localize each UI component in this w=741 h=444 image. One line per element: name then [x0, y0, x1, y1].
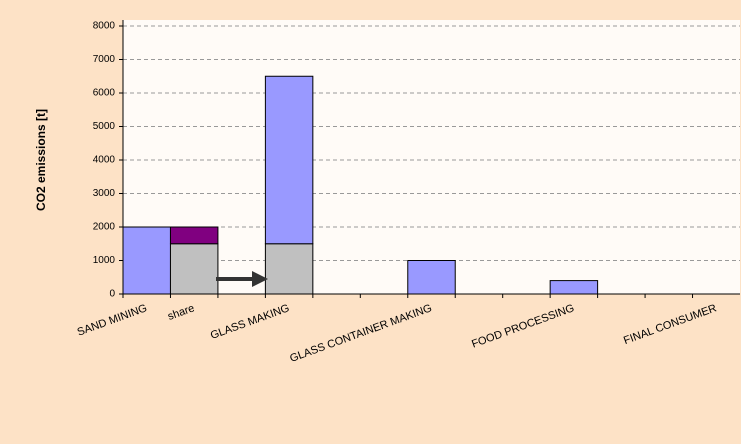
- bar: [122, 226, 171, 295]
- y-tick-label: 6000: [93, 88, 116, 99]
- y-tick-label: 0: [109, 289, 115, 300]
- bar: [407, 260, 456, 295]
- y-tick-label: 7000: [93, 54, 116, 65]
- bar: [169, 243, 219, 295]
- x-tick-label: GLASS MAKING: [209, 302, 291, 342]
- bar: [549, 280, 599, 295]
- x-tick-label: share: [166, 302, 196, 323]
- bar: [264, 243, 314, 295]
- y-tick-label: 3000: [93, 188, 116, 199]
- y-tick-label: 1000: [93, 255, 116, 266]
- x-tick-label: FOOD PROCESSING: [470, 302, 576, 350]
- y-tick-label: 5000: [93, 121, 116, 132]
- x-tick-label: GLASS CONTAINER MAKING: [288, 302, 433, 365]
- x-tick-label: SAND MINING: [76, 302, 149, 338]
- y-tick-label: 4000: [93, 155, 116, 166]
- y-tick-label: 2000: [93, 222, 116, 233]
- bar: [264, 75, 314, 245]
- bar: [169, 226, 219, 245]
- y-tick-label: 8000: [93, 21, 116, 32]
- y-axis-label: CO2 emissions [t]: [34, 109, 48, 211]
- x-tick-label: FINAL CONSUMER: [622, 302, 718, 347]
- plot-area: [123, 20, 740, 294]
